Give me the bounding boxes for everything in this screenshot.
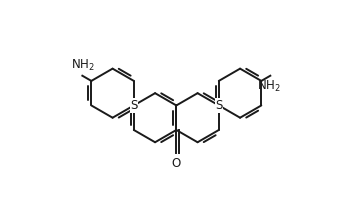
Text: O: O bbox=[172, 157, 181, 171]
Text: S: S bbox=[215, 99, 222, 112]
Text: S: S bbox=[130, 99, 137, 112]
Text: NH$_2$: NH$_2$ bbox=[257, 79, 281, 94]
Text: NH$_2$: NH$_2$ bbox=[71, 58, 95, 73]
